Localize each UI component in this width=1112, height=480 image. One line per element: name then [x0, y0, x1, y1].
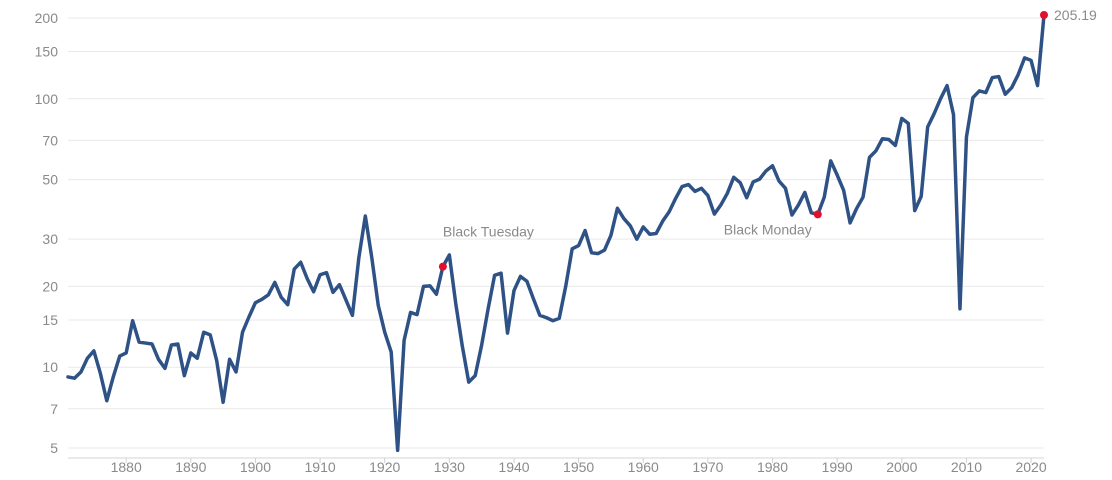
- y-axis-tick-labels: 5 7 10 15 20 30 50 70 100 150 200: [35, 10, 59, 456]
- y-tick-label: 30: [42, 231, 58, 247]
- annotation-marker: [438, 262, 447, 271]
- x-tick-label: 1890: [175, 459, 206, 475]
- annotations: Black Tuesday Black Monday 205.19: [438, 7, 1097, 271]
- x-tick-label: 1960: [628, 459, 659, 475]
- x-tick-label: 2010: [951, 459, 982, 475]
- y-tick-label: 15: [42, 312, 58, 328]
- y-tick-label: 150: [35, 44, 59, 60]
- x-tick-label: 2000: [886, 459, 917, 475]
- x-tick-label: 1880: [111, 459, 142, 475]
- annotation-marker: [1040, 11, 1048, 20]
- annotation-label: Black Tuesday: [443, 224, 534, 240]
- y-tick-label: 10: [42, 359, 58, 375]
- x-tick-label: 2020: [1015, 459, 1046, 475]
- annotation-label: 205.19: [1054, 7, 1097, 23]
- x-tick-label: 1930: [434, 459, 465, 475]
- y-tick-label: 50: [42, 172, 58, 188]
- x-tick-label: 1900: [240, 459, 271, 475]
- y-tick-label: 100: [35, 91, 59, 107]
- x-tick-label: 1950: [563, 459, 594, 475]
- x-tick-label: 1910: [305, 459, 336, 475]
- y-tick-label: 70: [42, 132, 58, 148]
- x-tick-label: 1940: [498, 459, 529, 475]
- x-tick-label: 1920: [369, 459, 400, 475]
- y-tick-label: 5: [50, 440, 58, 456]
- x-axis-tick-labels: 1880 1890 1900 1910 1920 1930 1940 1950 1960 1970…: [111, 459, 1047, 475]
- series-line: [66, 13, 1046, 453]
- y-tick-label: 200: [35, 10, 59, 26]
- x-tick-label: 1990: [822, 459, 853, 475]
- annotation-marker: [813, 210, 822, 219]
- y-tick-label: 7: [50, 401, 58, 417]
- series-layer: [66, 13, 1046, 453]
- x-tick-label: 1970: [692, 459, 723, 475]
- gridlines: [68, 17, 1044, 463]
- annotation-label: Black Monday: [724, 221, 812, 237]
- x-tick-label: 1980: [757, 459, 788, 475]
- y-tick-label: 20: [42, 278, 58, 294]
